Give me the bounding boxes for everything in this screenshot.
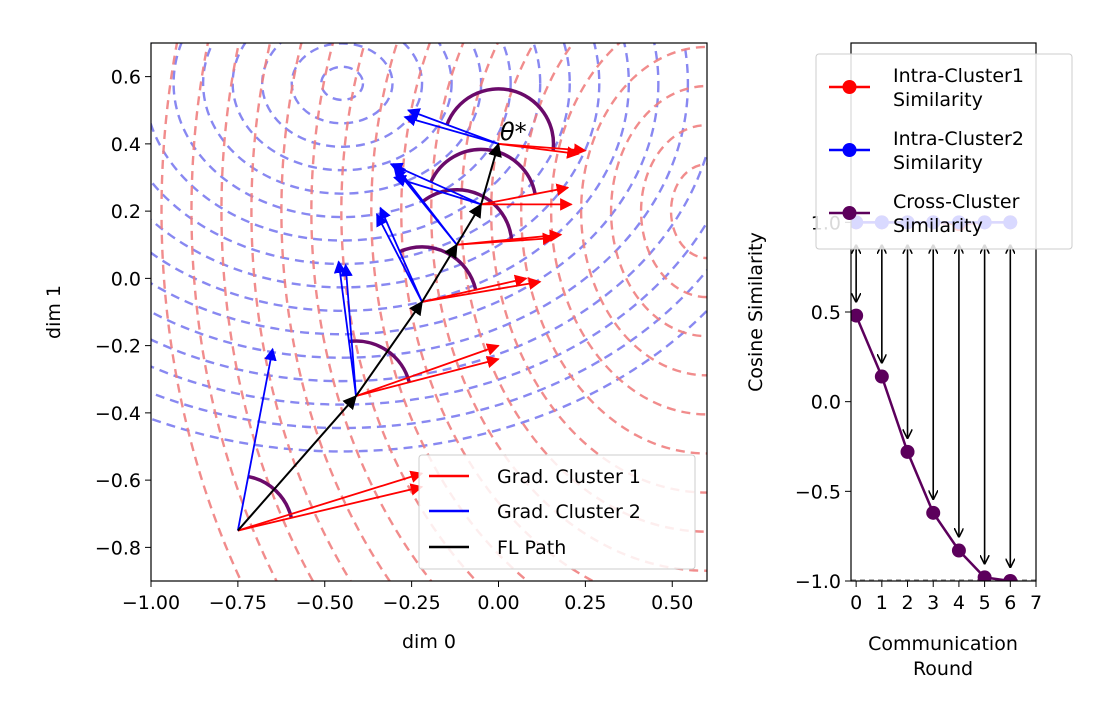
left-y-axis-label: dim 1 <box>43 285 65 339</box>
right-x-tick-label: 5 <box>979 592 991 614</box>
legend-label-fl-path: FL Path <box>497 537 566 559</box>
left-x-tick-label: −0.75 <box>209 592 267 614</box>
contour-cluster2 <box>292 43 393 123</box>
left-y-tick-label: 0.6 <box>111 67 141 89</box>
series-point-2 <box>875 370 889 384</box>
left-y-tick-label: 0.2 <box>111 201 141 223</box>
legend-label-intra2-line1: Intra-Cluster2 <box>893 128 1024 150</box>
left-y-tick-label: 0.4 <box>111 134 141 156</box>
series-point-2 <box>952 544 966 558</box>
contour-cluster2 <box>233 0 452 170</box>
right-x-tick-label: 2 <box>901 592 913 614</box>
right-y-tick-label: 0.0 <box>811 392 841 414</box>
gradient-arrow-cluster2 <box>238 349 273 531</box>
series-point-2 <box>901 445 915 459</box>
contour-cluster2 <box>262 20 422 147</box>
angle-arc <box>400 247 476 290</box>
contour-cluster2 <box>321 67 363 100</box>
left-y-tick-label: −0.4 <box>95 403 141 425</box>
left-x-tick-label: −0.25 <box>383 592 441 614</box>
gradient-arrow-cluster1 <box>238 487 422 531</box>
right-x-tick-label: 3 <box>927 592 939 614</box>
left-legend: Grad. Cluster 1 Grad. Cluster 2 FL Path <box>419 455 695 569</box>
legend-label-cluster1: Grad. Cluster 1 <box>497 466 641 488</box>
right-x-tick-label: 1 <box>876 592 888 614</box>
left-x-axis-label: dim 0 <box>402 631 456 653</box>
left-x-tick-label: 0.00 <box>477 592 519 614</box>
gradient-arrow-cluster1 <box>356 346 498 396</box>
contour-cluster2 <box>203 0 481 194</box>
right-y-ticks: −1.0−0.50.00.51.0 <box>795 212 851 593</box>
right-x-tick-label: 4 <box>953 592 965 614</box>
right-x-tick-label: 6 <box>1004 592 1016 614</box>
left-x-ticks: −1.00 −0.75 −0.50 −0.25 0.00 0.25 0.50 <box>122 581 694 614</box>
right-y-axis-label: Cosine Similarity <box>745 232 767 392</box>
left-y-tick-label: 0.0 <box>111 268 141 290</box>
right-x-axis-label-line1: Communication <box>868 633 1018 655</box>
right-x-tick-label: 7 <box>1030 592 1042 614</box>
theta-star-annotation: θ* <box>500 118 527 146</box>
right-y-tick-label: 0.5 <box>811 302 841 324</box>
right-x-ticks: 01234567 <box>850 581 1042 614</box>
left-x-tick-label: −1.00 <box>122 592 180 614</box>
right-y-tick-label: −1.0 <box>795 571 841 593</box>
legend-marker-intra2 <box>843 143 857 157</box>
legend-label-cross-line2: Similarity <box>893 215 983 237</box>
left-y-ticks: −0.8 −0.6 −0.4 −0.2 0.0 0.2 0.4 0.6 <box>95 67 151 560</box>
legend-marker-cross <box>843 206 857 220</box>
series-point-2 <box>926 506 940 520</box>
gradient-arrow-cluster2 <box>377 214 422 301</box>
similarity-panel: 01234567 −1.0−0.50.00.51.0 Communication… <box>745 43 1072 680</box>
gradient-arrow-cluster2 <box>405 117 499 144</box>
right-legend: Intra-Cluster1 Similarity Intra-Cluster2… <box>816 54 1072 249</box>
right-y-tick-label: −0.5 <box>795 481 841 503</box>
right-x-axis-label-line2: Round <box>913 658 973 680</box>
right-x-tick-label: 0 <box>850 592 862 614</box>
fl-path-segment <box>238 396 356 531</box>
left-y-tick-label: −0.6 <box>95 470 141 492</box>
fl-path-segment <box>481 144 498 205</box>
legend-label-cluster2: Grad. Cluster 2 <box>497 501 641 523</box>
left-y-tick-label: −0.2 <box>95 336 141 358</box>
angle-arcs <box>248 89 553 518</box>
legend-label-intra1-line2: Similarity <box>893 89 983 111</box>
left-x-tick-label: 0.50 <box>651 592 693 614</box>
legend-marker-intra1 <box>843 80 857 94</box>
legend-label-intra1-line1: Intra-Cluster1 <box>893 65 1024 87</box>
gradient-arrow-cluster1 <box>422 282 540 302</box>
legend-label-cross-line1: Cross-Cluster <box>893 191 1020 213</box>
left-y-tick-label: −0.8 <box>95 537 141 559</box>
left-x-tick-label: 0.25 <box>564 592 606 614</box>
legend-label-intra2-line2: Similarity <box>893 152 983 174</box>
left-x-tick-label: −0.50 <box>296 592 354 614</box>
